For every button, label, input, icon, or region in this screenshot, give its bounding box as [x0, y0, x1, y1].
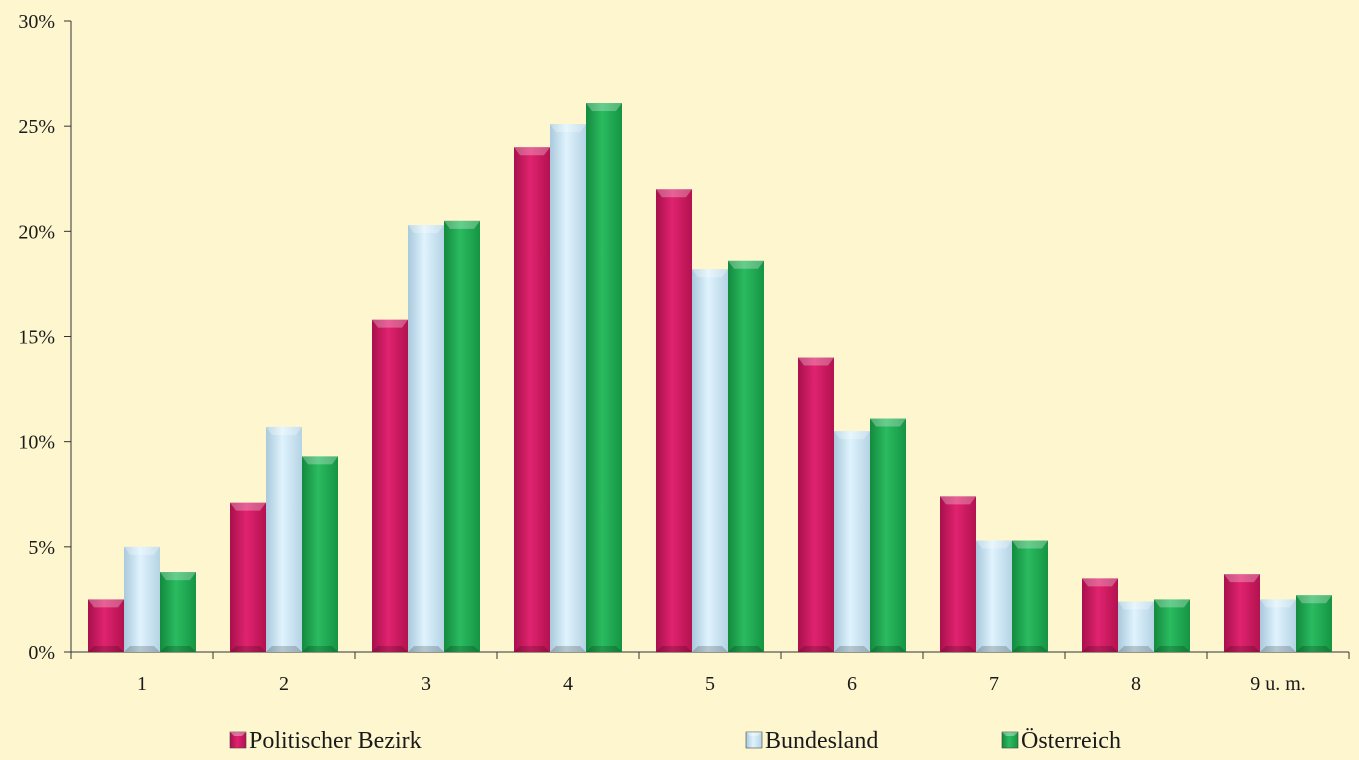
bar-bundesland	[692, 269, 728, 652]
y-tick-label: 10%	[18, 432, 55, 454]
legend-item: Österreich	[1001, 728, 1121, 754]
bar-oesterreich	[1154, 599, 1190, 652]
x-tick-label: 1	[137, 673, 147, 695]
bar-politischer-bezirk	[88, 599, 124, 652]
legend-swatch	[1001, 731, 1019, 749]
bar-oesterreich	[444, 220, 480, 653]
y-tick-label: 15%	[18, 327, 55, 349]
x-tick-label: 5	[705, 673, 715, 695]
y-tick-label: 0%	[28, 642, 55, 664]
legend-swatch	[745, 731, 763, 749]
y-tick-label: 5%	[28, 537, 55, 559]
x-tick-label: 3	[421, 673, 431, 695]
bar-oesterreich	[728, 260, 764, 652]
bar-oesterreich	[302, 456, 338, 652]
bar-bundesland	[976, 540, 1012, 652]
bar-oesterreich	[1296, 595, 1332, 652]
bar-bundesland	[1118, 601, 1154, 652]
bar-bundesland	[408, 225, 444, 653]
x-tick-label: 8	[1131, 673, 1141, 695]
x-tick-label: 4	[563, 673, 573, 695]
x-tick-label: 2	[279, 673, 289, 695]
bar-politischer-bezirk	[372, 319, 408, 652]
x-tick-label: 9 u. m.	[1250, 673, 1306, 695]
x-tick-label: 6	[847, 673, 857, 695]
legend-label: Österreich	[1021, 728, 1121, 754]
bar-bundesland	[550, 124, 586, 652]
bar-politischer-bezirk	[1082, 578, 1118, 652]
legend-swatch	[229, 731, 247, 749]
bar-oesterreich	[586, 103, 622, 652]
legend-label: Politischer Bezirk	[249, 728, 422, 754]
legend-item: Bundesland	[745, 728, 878, 754]
bar-politischer-bezirk	[940, 496, 976, 652]
bars	[88, 103, 1332, 653]
legend-item: Politischer Bezirk	[229, 728, 422, 754]
bar-politischer-bezirk	[514, 147, 550, 652]
bar-bundesland	[266, 426, 302, 652]
bar-oesterreich	[870, 418, 906, 652]
x-tick-label: 7	[989, 673, 999, 695]
bar-politischer-bezirk	[1224, 574, 1260, 652]
bar-bundesland	[124, 546, 160, 652]
y-tick-label: 20%	[18, 221, 55, 243]
y-tick-label: 25%	[18, 116, 55, 138]
bar-bundesland	[1260, 599, 1296, 652]
bar-politischer-bezirk	[798, 357, 834, 652]
bar-politischer-bezirk	[230, 502, 266, 652]
y-tick-label: 30%	[18, 11, 55, 33]
bar-oesterreich	[160, 572, 196, 652]
bar-politischer-bezirk	[656, 189, 692, 652]
bar-oesterreich	[1012, 540, 1048, 652]
legend: Politischer Bezirk Bundesland Österreich	[229, 728, 1121, 754]
bar-bundesland	[834, 431, 870, 652]
legend-label: Bundesland	[765, 728, 878, 754]
